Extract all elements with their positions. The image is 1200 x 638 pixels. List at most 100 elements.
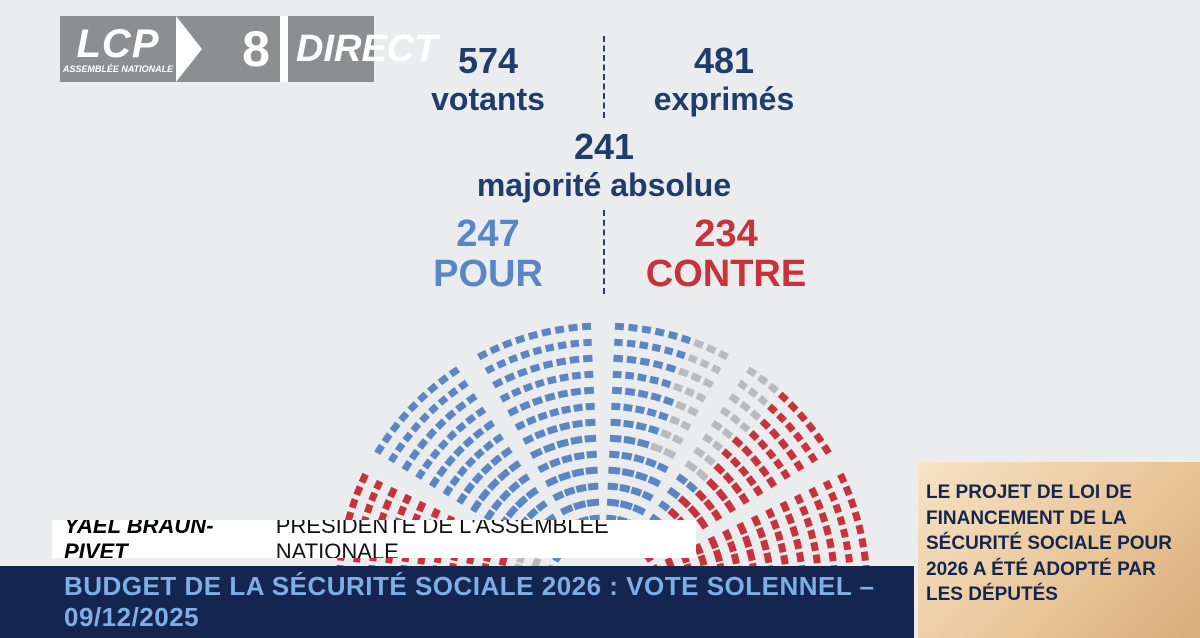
seat-contre (793, 538, 803, 550)
seat-contre (780, 468, 791, 480)
seat-pour (630, 486, 643, 497)
seat-pour (612, 370, 622, 379)
seat-pour (555, 357, 567, 367)
seat-contre (722, 472, 735, 485)
seat-pour (636, 438, 650, 449)
seat-other (721, 427, 734, 440)
seat-other (739, 421, 751, 433)
news-side-panel: LE PROJET DE LOI DE FINANCEMENT DE LA SÉ… (918, 462, 1200, 638)
seat-contre (793, 459, 805, 472)
seat-pour (456, 465, 468, 477)
seat-pour (532, 346, 543, 356)
seat-contre (770, 519, 780, 530)
seat-other (659, 429, 672, 440)
seat-pour (457, 379, 469, 391)
seat-pour (428, 403, 439, 415)
votants-stat: 574 votants (418, 42, 558, 118)
seat-pour (535, 500, 548, 512)
seat-pour (558, 421, 571, 431)
seat-pour (608, 466, 621, 475)
seat-pour (663, 346, 674, 356)
seat-contre (741, 445, 753, 458)
seat-pour (514, 334, 526, 345)
seat-pour (685, 480, 698, 493)
seat-pour (407, 401, 419, 413)
seat-pour (680, 334, 692, 345)
seat-pour (541, 327, 552, 337)
pour-label: POUR (433, 253, 543, 295)
seat-pour (646, 408, 658, 418)
seat-pour (623, 419, 635, 429)
seat-pour (619, 500, 634, 511)
seat-contre (759, 418, 772, 430)
seat-contre (713, 462, 726, 475)
seat-contre (828, 551, 837, 562)
seat-contre (707, 535, 719, 550)
seat-pour (637, 389, 649, 399)
seat-other (672, 382, 684, 393)
seat-pour (510, 387, 522, 398)
seat-contre (752, 485, 764, 497)
seat-pour (434, 418, 447, 430)
seat-contre (789, 525, 799, 538)
seat-pour (661, 378, 672, 389)
seat-contre (851, 511, 862, 522)
seat-pour (575, 483, 587, 493)
seat-pour (531, 396, 544, 406)
program-title: BUDGET DE LA SÉCURITÉ SOCIALE 2026 : VOT… (64, 571, 875, 632)
channel-logo: LCP ASSEMBLÉE NATIONALE 8 DIRECT (60, 16, 437, 82)
seat-contre (796, 411, 808, 423)
seat-pour (507, 406, 520, 417)
seat-contre (805, 421, 817, 433)
seat-other (686, 406, 699, 417)
seat-pour (546, 375, 557, 385)
seat-other (662, 447, 677, 459)
seat-pour (428, 476, 441, 489)
seat-pour (525, 486, 540, 500)
seat-pour (465, 393, 478, 405)
speaker-role: PRÉSIDENTE DE L'ASSEMBLÉE NATIONALE (275, 520, 609, 558)
seat-other (675, 400, 687, 411)
seat-pour (444, 455, 456, 467)
seat-contre (397, 505, 407, 517)
seat-pour (585, 418, 596, 427)
seat-other (684, 460, 698, 473)
seat-pour (519, 400, 531, 411)
seat-contre (750, 455, 762, 467)
seat-pour (529, 363, 541, 373)
seat-pour (496, 358, 507, 369)
seat-contre (795, 551, 805, 563)
seat-pour (589, 514, 600, 523)
seat-pour (455, 421, 467, 433)
seat-contre (721, 448, 733, 460)
seat-pour (570, 435, 583, 445)
seat-pour (652, 360, 664, 370)
seat-contre (844, 553, 853, 563)
seat-pour (507, 354, 519, 364)
seat-pour (560, 405, 572, 415)
seat-pour (621, 468, 635, 478)
seat-other (693, 339, 705, 349)
seat-pour (585, 466, 598, 475)
live-label: DIRECT (296, 28, 438, 70)
seat-pour (634, 471, 649, 482)
seat-pour (387, 452, 399, 464)
seat-pour (472, 427, 485, 440)
seat-pour (635, 421, 648, 431)
seat-pour (585, 402, 595, 411)
seat-other (757, 395, 769, 406)
seat-contre (807, 452, 819, 464)
seat-pour (626, 355, 637, 364)
seat-pour (581, 322, 592, 331)
seat-pour (490, 498, 503, 512)
seat-contre (832, 503, 842, 514)
chevron-icon (176, 16, 202, 82)
seat-other (678, 367, 690, 378)
votants-label: votants (431, 81, 545, 117)
seat-pour (556, 438, 570, 449)
seat-contre (705, 477, 719, 492)
seat-pour (492, 433, 504, 445)
seat-contre (353, 485, 364, 497)
lcp-logo: LCP ASSEMBLÉE NATIONALE (60, 16, 176, 82)
seat-pour (410, 421, 422, 433)
